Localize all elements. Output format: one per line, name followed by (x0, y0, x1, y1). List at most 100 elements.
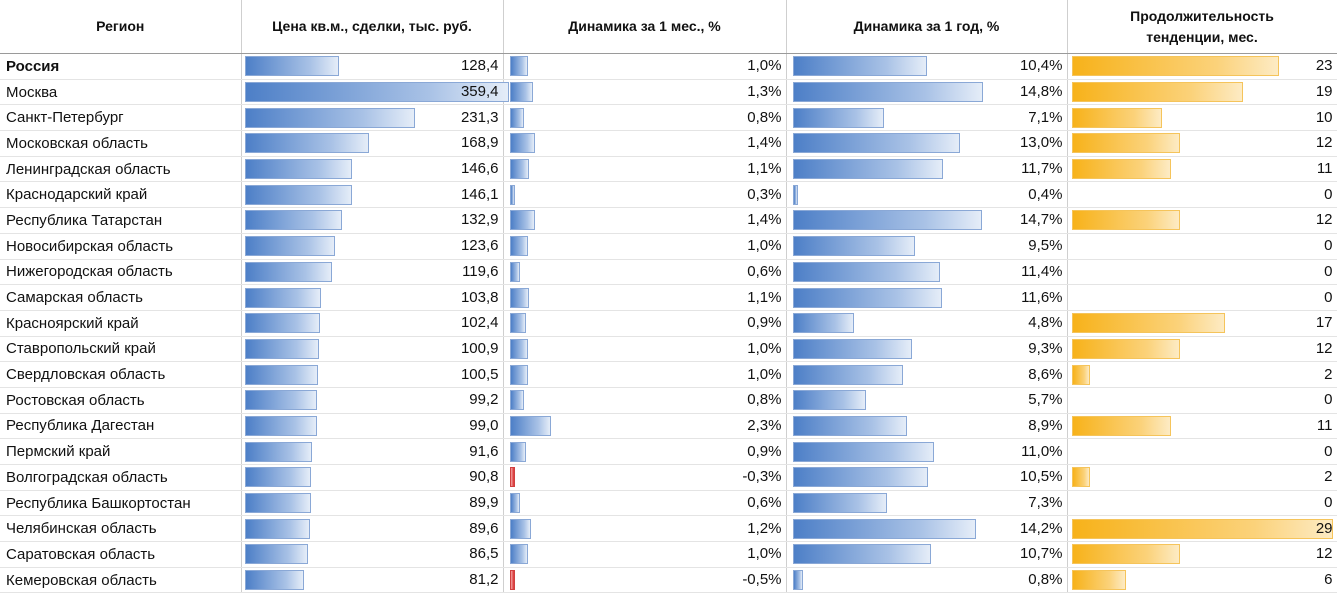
month-cell: 1,0% (503, 53, 787, 80)
price-value: 89,6 (469, 519, 499, 537)
trend-value: 12 (1315, 211, 1333, 229)
month-value: 1,0% (747, 57, 782, 75)
month-cell: 1,1% (503, 284, 787, 311)
price-value: 231,3 (460, 108, 499, 126)
trend-cell: 12 (1067, 541, 1337, 568)
month-value: 1,0% (747, 237, 782, 255)
month-value: 1,4% (747, 134, 782, 152)
trend-bar (1071, 518, 1333, 539)
table-row: Нижегородская область 119,6 0,6% 11,4% 0 (0, 259, 1337, 286)
table-row: Санкт-Петербург 231,3 0,8% 7,1% 10 (0, 104, 1337, 132)
table-row: Красноярский край 102,4 0,9% 4,8% 17 (0, 310, 1337, 337)
month-cell: 0,9% (503, 438, 787, 465)
table-row: Краснодарский край 146,1 0,3% 0,4% 0 (0, 181, 1337, 209)
price-cell: 146,1 (241, 181, 504, 209)
month-bar (509, 159, 530, 180)
table-row: Московская область 168,9 1,4% 13,0% 12 (0, 130, 1337, 157)
header-trend: Продолжительность тенденции, мес. (1067, 0, 1337, 54)
price-bar (244, 56, 339, 77)
region-cell: Республика Башкортостан (0, 490, 242, 517)
price-cell: 100,5 (241, 361, 504, 388)
month-value: 0,6% (747, 262, 782, 280)
price-bar (244, 261, 333, 282)
month-cell: 1,0% (503, 233, 787, 260)
price-bar (244, 107, 415, 128)
year-cell: 14,2% (786, 515, 1068, 543)
year-cell: 11,6% (786, 284, 1068, 311)
month-value: -0,3% (742, 468, 782, 486)
year-value: 14,2% (1019, 519, 1063, 537)
region-cell: Москва (0, 79, 242, 106)
trend-value: 10 (1315, 108, 1333, 126)
price-value: 99,0 (469, 416, 499, 434)
year-value: 4,8% (1028, 314, 1063, 332)
trend-value: 11 (1316, 160, 1333, 178)
table-row: Республика Башкортостан 89,9 0,6% 7,3% 0 (0, 490, 1337, 517)
trend-value: 0 (1324, 391, 1333, 409)
year-cell: 10,7% (786, 541, 1068, 568)
trend-cell: 0 (1067, 181, 1337, 209)
price-cell: 91,6 (241, 438, 504, 465)
trend-value: 12 (1315, 545, 1333, 563)
trend-bar (1071, 338, 1180, 359)
trend-cell: 0 (1067, 438, 1337, 465)
trend-bar (1071, 544, 1180, 565)
year-value: 11,4% (1021, 262, 1063, 280)
header-row: Регион Цена кв.м., сделки, тыс. руб. Дин… (0, 0, 1337, 54)
year-cell: 0,4% (786, 181, 1068, 209)
year-value: 11,0% (1021, 442, 1063, 460)
month-bar (509, 184, 515, 205)
price-bar (244, 313, 320, 334)
region-cell: Нижегородская область (0, 259, 242, 286)
month-value: 1,1% (747, 288, 782, 306)
year-value: 8,9% (1028, 416, 1063, 434)
year-bar (792, 82, 984, 103)
price-bar (244, 390, 318, 411)
trend-bar (1071, 133, 1180, 154)
price-cell: 100,9 (241, 336, 504, 363)
trend-cell: 12 (1067, 207, 1337, 234)
region-cell: Республика Татарстан (0, 207, 242, 234)
price-bar (244, 133, 369, 154)
table-row: Свердловская область 100,5 1,0% 8,6% 2 (0, 361, 1337, 388)
month-bar (509, 518, 532, 539)
table-row: Республика Дагестан 99,0 2,3% 8,9% 11 (0, 413, 1337, 440)
year-value: 8,6% (1028, 365, 1063, 383)
price-cell: 132,9 (241, 207, 504, 234)
month-bar (509, 236, 528, 257)
year-cell: 0,8% (786, 567, 1068, 593)
header-trend-line1: Продолжительность (1130, 7, 1274, 24)
price-bar (244, 544, 309, 565)
year-bar (792, 441, 935, 462)
price-value: 168,9 (460, 134, 499, 152)
trend-value: 17 (1315, 314, 1333, 332)
month-bar (509, 133, 535, 154)
year-bar (792, 210, 983, 231)
trend-cell: 12 (1067, 336, 1337, 363)
month-cell: 0,6% (503, 490, 787, 517)
year-cell: 7,1% (786, 104, 1068, 132)
trend-value: 2 (1324, 365, 1333, 383)
month-value: 2,3% (747, 416, 782, 434)
price-value: 89,9 (469, 494, 499, 512)
region-cell: Кемеровская область (0, 567, 242, 593)
year-bar (792, 338, 913, 359)
header-month: Динамика за 1 мес., % (503, 0, 787, 54)
table-row: Самарская область 103,8 1,1% 11,6% 0 (0, 284, 1337, 311)
region-cell: Свердловская область (0, 361, 242, 388)
year-value: 10,5% (1019, 468, 1063, 486)
trend-bar (1071, 159, 1171, 180)
price-cell: 359,4 (241, 79, 509, 106)
year-cell: 9,5% (786, 233, 1068, 260)
trend-value: 2 (1324, 468, 1333, 486)
trend-cell: 23 (1067, 53, 1337, 80)
price-value: 99,2 (469, 391, 499, 409)
year-bar (792, 493, 887, 514)
month-value: 1,4% (747, 211, 782, 229)
trend-value: 12 (1315, 339, 1333, 357)
month-bar (509, 313, 526, 334)
price-value: 103,8 (460, 288, 499, 306)
year-value: 7,3% (1028, 494, 1063, 512)
trend-cell: 11 (1067, 156, 1337, 183)
